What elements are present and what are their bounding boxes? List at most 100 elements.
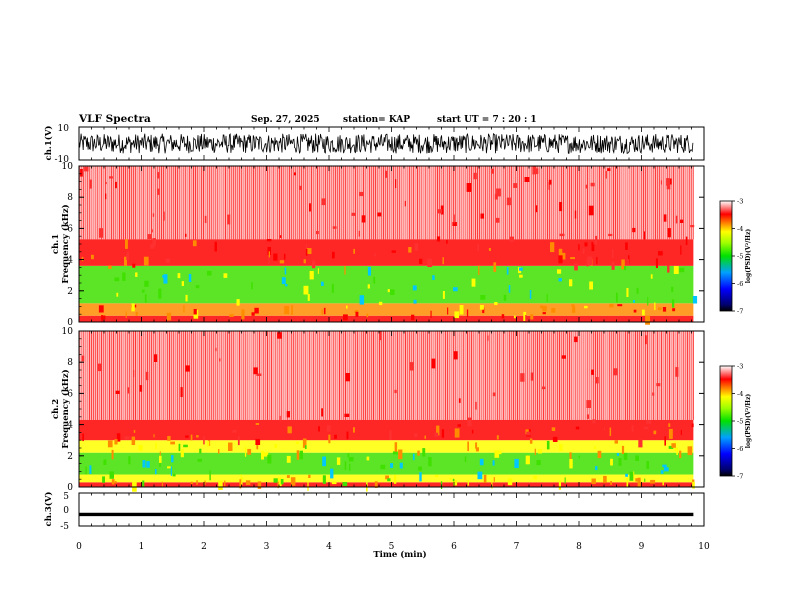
spectrogram-patch bbox=[646, 420, 652, 424]
spectrogram-column bbox=[183, 166, 184, 240]
spectrogram-patch bbox=[533, 475, 537, 480]
spectrogram-patch bbox=[322, 475, 326, 484]
spectrogram-column bbox=[439, 166, 440, 240]
spectrogram-column bbox=[577, 331, 578, 420]
spectrogram-column bbox=[143, 331, 144, 420]
spectrogram-patch bbox=[255, 423, 260, 425]
spectrogram-patch bbox=[366, 313, 369, 318]
header-date: Sep. 27, 2025 bbox=[251, 115, 320, 125]
spectrogram-patch bbox=[359, 295, 365, 305]
colorbar-tick-label: -5 bbox=[737, 418, 743, 426]
spectrogram-patch bbox=[431, 358, 436, 369]
spectrogram-column bbox=[361, 166, 362, 240]
frequency-tick-label: 6 bbox=[67, 389, 73, 399]
spectrogram-column bbox=[633, 166, 634, 240]
spectrogram-column bbox=[197, 166, 198, 240]
spectrogram-column bbox=[459, 166, 460, 240]
spectrogram-column bbox=[483, 166, 484, 240]
colorbar-tick-label: -4 bbox=[737, 390, 743, 398]
ch3-ytick-bottom: -5 bbox=[60, 522, 69, 532]
spectrogram-patch bbox=[496, 435, 499, 440]
spectrogram-patch bbox=[434, 474, 439, 478]
spectrogram-patch bbox=[347, 453, 350, 458]
spectrogram-patch bbox=[332, 226, 337, 229]
spectrogram-patch bbox=[679, 450, 682, 459]
spectrogram-column bbox=[569, 166, 570, 240]
spectrogram-patch bbox=[131, 436, 136, 445]
spectrogram-column bbox=[639, 166, 640, 240]
spectrogram-patch bbox=[412, 453, 415, 461]
spectrogram-patch bbox=[285, 284, 288, 287]
spectrogram-patch bbox=[536, 460, 541, 466]
ch1-spectrogram-image bbox=[79, 166, 704, 325]
spectrogram-patch bbox=[163, 211, 165, 221]
ch2-spectrogram-yticks: 10 8 6 4 2 0 bbox=[62, 327, 704, 493]
spectrogram-column bbox=[131, 166, 132, 240]
spectrogram-patch bbox=[667, 228, 671, 238]
spectrogram-column bbox=[513, 166, 514, 240]
spectrogram-patch bbox=[237, 436, 240, 446]
spectrogram-column bbox=[195, 166, 196, 240]
spectrogram-patch bbox=[296, 450, 300, 460]
spectrogram-column bbox=[213, 166, 214, 240]
spectrogram-column bbox=[507, 331, 508, 420]
spectrogram-column bbox=[447, 166, 448, 240]
spectrogram-patch bbox=[633, 299, 635, 303]
spectrogram-column bbox=[427, 331, 428, 420]
spectrogram-column bbox=[611, 331, 612, 420]
spectrogram-column bbox=[499, 166, 500, 240]
spectrogram-column bbox=[279, 331, 280, 420]
spectrogram-column bbox=[331, 166, 332, 240]
spectrogram-patch bbox=[596, 257, 598, 265]
spectrogram-patch bbox=[105, 193, 107, 200]
spectrogram-column bbox=[649, 166, 650, 240]
spectrogram-patch bbox=[195, 285, 200, 289]
spectrogram-column bbox=[165, 331, 166, 420]
spectrogram-patch bbox=[286, 475, 290, 478]
spectrogram-column bbox=[605, 331, 606, 420]
spectrogram-band bbox=[79, 452, 694, 475]
spectrogram-column bbox=[517, 166, 518, 240]
spectrogram-patch bbox=[80, 169, 83, 177]
spectrogram-column bbox=[409, 166, 410, 240]
spectrogram-patch bbox=[228, 442, 233, 451]
spectrogram-column bbox=[599, 331, 600, 420]
spectrogram-patch bbox=[277, 481, 279, 489]
spectrogram-patch bbox=[290, 477, 296, 486]
spectrogram-patch bbox=[204, 215, 207, 223]
spectrogram-patch bbox=[467, 441, 469, 452]
spectrogram-patch bbox=[284, 306, 290, 315]
spectrogram-patch bbox=[126, 251, 129, 260]
spectrogram-patch bbox=[404, 200, 406, 207]
spectrogram-patch bbox=[493, 262, 497, 272]
spectrogram-column bbox=[535, 166, 536, 240]
spectrogram-column bbox=[583, 331, 584, 420]
spectrogram-patch bbox=[595, 377, 599, 384]
spectrogram-column bbox=[521, 166, 522, 240]
spectrogram-column bbox=[671, 331, 672, 420]
ch1-ytick-top: 10 bbox=[58, 124, 70, 134]
spectrogram-column bbox=[151, 166, 152, 240]
spectrogram-column bbox=[125, 331, 126, 420]
frequency-tick-label: 6 bbox=[67, 224, 73, 234]
spectrogram-column bbox=[399, 166, 400, 240]
spectrogram-patch bbox=[668, 428, 673, 439]
spectrogram-patch bbox=[245, 480, 251, 485]
spectrogram-column bbox=[439, 331, 440, 420]
spectrogram-column bbox=[611, 166, 612, 240]
spectrogram-patch bbox=[491, 168, 494, 174]
spectrogram-patch bbox=[662, 481, 664, 486]
spectrogram-patch bbox=[625, 242, 628, 250]
spectrogram-column bbox=[489, 331, 490, 420]
time-tick-label: 0 bbox=[76, 542, 82, 552]
spectrogram-patch bbox=[345, 373, 350, 382]
spectrogram-column bbox=[209, 331, 210, 420]
spectrogram-patch bbox=[229, 314, 234, 317]
spectrogram-column bbox=[605, 166, 606, 240]
spectrogram-column bbox=[171, 166, 172, 240]
spectrogram-column bbox=[103, 166, 104, 240]
spectrogram-column bbox=[535, 331, 536, 420]
spectrogram-column bbox=[653, 331, 654, 420]
spectrogram-column bbox=[83, 166, 84, 240]
spectrogram-column bbox=[335, 166, 336, 240]
